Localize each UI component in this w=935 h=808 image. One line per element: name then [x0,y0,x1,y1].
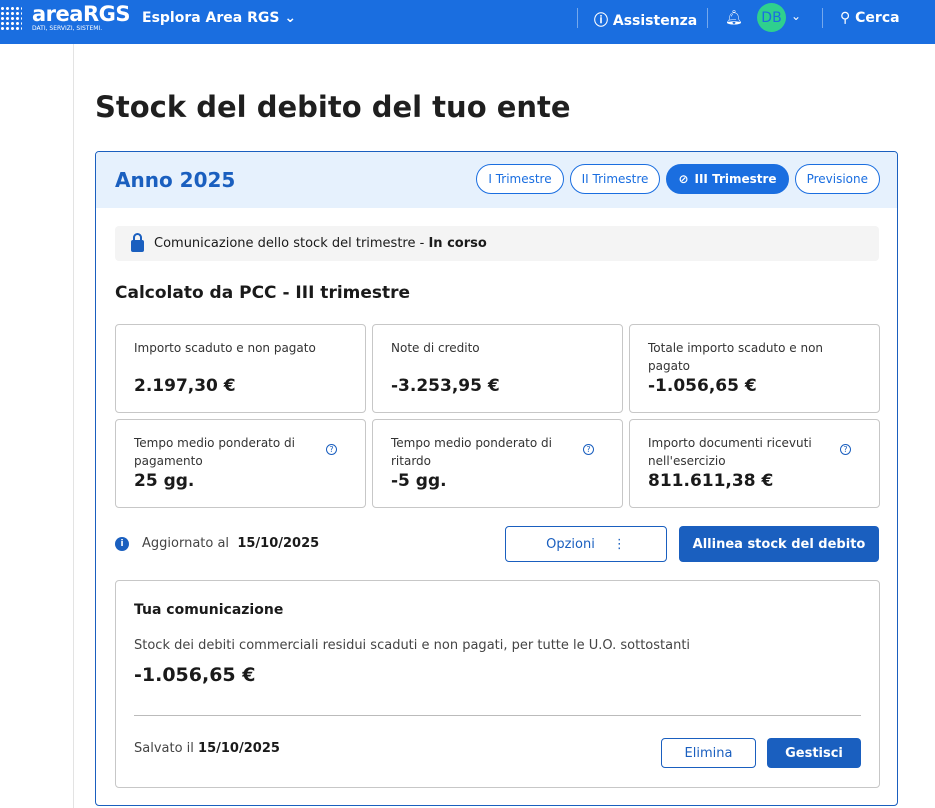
manage-button[interactable]: Gestisci [767,738,861,768]
assistance-label: Assistenza [612,13,698,29]
metric-label: Note di credito [391,341,480,355]
delete-button[interactable]: Elimina [661,738,756,768]
metric-label: Tempo medio ponderato di ritardo [391,436,552,468]
metric-box: Importo scaduto e non pagato 2.197,30 € [115,324,366,413]
status-banner: Comunicazione dello stock del trimestre … [115,226,879,261]
logo-text: areaRGS [32,2,130,26]
metric-value: -5 gg. [391,471,447,491]
logo-tagline: DATI, SERVIZI, SISTEMI. [32,25,103,32]
metric-box: Note di credito -3.253,95 € [372,324,623,413]
help-icon: ⓘ [594,13,608,29]
page-title: Stock del debito del tuo ente [95,90,571,124]
panel-description: Stock dei debiti commerciali residui sca… [134,638,691,653]
check-circle-icon: ⊘ [678,172,689,186]
metric-value: -1.056,65 € [648,376,757,396]
year-title: Anno 2025 [115,168,236,192]
chevron-down-icon: ⌄ [284,10,297,26]
metric-label: Tempo medio ponderato di pagamento [134,436,295,468]
updated-info: i Aggiornato al 15/10/2025 [115,536,319,551]
metric-box: Totale importo scaduto e non pagato -1.05… [629,324,880,413]
lock-icon [131,233,144,252]
align-stock-button[interactable]: Allinea stock del debito [679,526,879,562]
tab-label: II Trimestre [581,172,649,186]
explore-menu[interactable]: Esplora Area RGS ⌄ [142,10,296,26]
debt-card: Anno 2025 I Trimestre II Trimestre ⊘ III … [95,151,898,806]
divider [134,715,861,716]
metric-label: Importo documenti ricevuti nell'esercizi… [648,436,812,468]
updated-label: Aggiornato al [142,536,230,551]
metrics-grid: Importo scaduto e non pagato 2.197,30 € N… [115,324,880,508]
metric-value: 25 gg. [134,471,195,491]
metric-label: Totale importo scaduto e non pagato [648,341,824,373]
divider [707,8,708,28]
saved-label: Salvato il [134,741,194,756]
section-title: Calcolato da PCC - III trimestre [115,283,411,303]
metric-value: 2.197,30 € [134,376,236,396]
chevron-down-icon[interactable]: ⌄ [791,9,802,23]
help-icon[interactable]: ? [326,444,337,455]
logo[interactable]: areaRGS DATI, SERVIZI, SISTEMI. [0,4,130,32]
top-bar: areaRGS DATI, SERVIZI, SISTEMI. Esplora A… [0,0,935,44]
options-label: Opzioni [546,536,595,552]
search-icon: ⚲ [840,10,851,26]
status-badge: In corso [428,236,487,251]
panel-title: Tua comunicazione [134,602,284,618]
card-header: Anno 2025 I Trimestre II Trimestre ⊘ III … [96,152,897,208]
metric-box: Tempo medio ponderato di pagamento? 25 gg… [115,419,366,508]
assistance-button[interactable]: ⓘ Assistenza [594,10,697,30]
search-button[interactable]: ⚲ Cerca [840,10,900,26]
metric-value: 811.611,38 € [648,471,774,491]
help-icon[interactable]: ? [840,444,851,455]
metric-box: Importo documenti ricevuti nell'esercizi… [629,419,880,508]
sidebar-divider [73,44,74,808]
saved-info: Salvato il 15/10/2025 [134,741,280,756]
avatar[interactable]: DB [757,3,786,32]
metric-label: Importo scaduto e non pagato [134,341,316,355]
bell-icon[interactable]: 🔔︎ [725,10,743,26]
logo-dots-icon [0,6,22,32]
tab-previsione[interactable]: Previsione [794,164,880,194]
your-communication-panel: Tua comunicazione Stock dei debiti comme… [115,580,880,788]
more-vertical-icon: ⋮ [612,536,626,552]
quarter-tabs: I Trimestre II Trimestre ⊘ III Trimestre … [476,164,880,194]
metric-box: Tempo medio ponderato di ritardo? -5 gg. [372,419,623,508]
explore-label: Esplora Area RGS [142,10,280,26]
help-icon[interactable]: ? [583,444,594,455]
status-text: Comunicazione dello stock del trimestre … [154,236,429,251]
info-icon: i [115,536,129,551]
tab-ii-trimestre[interactable]: II Trimestre [569,164,661,194]
divider [822,8,823,28]
tab-label: III Trimestre [694,172,777,186]
communication-value: -1.056,65 € [134,664,256,686]
tab-label: Previsione [806,172,868,186]
saved-date: 15/10/2025 [198,741,280,756]
tab-iii-trimestre[interactable]: ⊘ III Trimestre [666,164,789,194]
updated-date: 15/10/2025 [237,536,320,551]
metric-value: -3.253,95 € [391,376,500,396]
tab-label: I Trimestre [488,172,552,186]
divider [577,8,578,28]
tab-i-trimestre[interactable]: I Trimestre [476,164,564,194]
options-button[interactable]: Opzioni ⋮ [505,526,667,562]
search-label: Cerca [855,10,900,26]
